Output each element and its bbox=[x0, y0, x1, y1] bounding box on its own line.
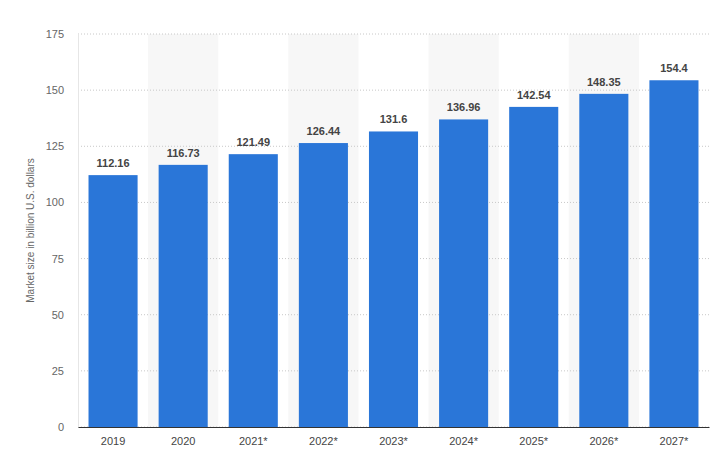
x-tick-label: 2027* bbox=[660, 435, 689, 447]
data-label: 116.73 bbox=[167, 147, 200, 159]
x-tick: 2022* bbox=[309, 427, 338, 447]
y-tick: 25 bbox=[52, 365, 78, 377]
x-tick: 2021* bbox=[239, 427, 268, 447]
x-axis-line bbox=[79, 427, 710, 428]
x-tick: 2025* bbox=[519, 427, 548, 447]
y-tick: 50 bbox=[52, 309, 78, 321]
x-tick: 2023* bbox=[379, 427, 408, 447]
column-band bbox=[569, 34, 639, 427]
x-tick: 2020 bbox=[171, 427, 195, 447]
y-tick: 100 bbox=[46, 196, 78, 208]
y-tick-label: 50 bbox=[52, 309, 64, 321]
plot: 0 25 50 75 100 125 150 175 2019 2020 2021* 2022* 202… bbox=[46, 28, 710, 447]
column-band bbox=[148, 34, 218, 427]
x-tick: 2027* bbox=[660, 427, 689, 447]
x-tick: 2024* bbox=[449, 427, 478, 447]
x-tick: 2026* bbox=[589, 427, 618, 447]
y-tick-label: 175 bbox=[46, 28, 64, 40]
data-label: 112.16 bbox=[97, 157, 130, 169]
y-tick-label: 75 bbox=[52, 253, 64, 265]
x-tick-label: 2024* bbox=[449, 435, 478, 447]
x-tick-label: 2023* bbox=[379, 435, 408, 447]
data-label: 136.96 bbox=[447, 101, 481, 113]
bar bbox=[229, 154, 278, 427]
bar bbox=[159, 165, 208, 427]
bar bbox=[369, 131, 418, 427]
y-axis: 0 25 50 75 100 125 150 175 bbox=[46, 28, 79, 433]
y-tick-label: 0 bbox=[58, 421, 64, 433]
y-tick-label: 25 bbox=[52, 365, 64, 377]
x-tick-label: 2026* bbox=[589, 435, 618, 447]
x-tick-label: 2021* bbox=[239, 435, 268, 447]
grid-line bbox=[78, 34, 709, 35]
data-label: 154.4 bbox=[660, 62, 688, 74]
bar bbox=[299, 143, 348, 427]
y-tick: 125 bbox=[46, 140, 78, 152]
column-bands bbox=[148, 34, 639, 427]
y-axis-title: Market size in billion U.S. dollars bbox=[25, 158, 36, 303]
y-tick: 0 bbox=[58, 421, 78, 433]
x-tick-label: 2019 bbox=[101, 435, 125, 447]
bar bbox=[649, 80, 698, 427]
y-tick: 75 bbox=[52, 253, 78, 265]
x-tick: 2019 bbox=[101, 427, 125, 447]
x-tick-label: 2020 bbox=[171, 435, 195, 447]
data-labels: 112.16 116.73 121.49 126.44 131.6 136.96 142.5… bbox=[97, 62, 689, 169]
x-tick-label: 2025* bbox=[519, 435, 548, 447]
bar bbox=[439, 119, 488, 427]
bar bbox=[89, 175, 138, 427]
data-label: 131.6 bbox=[380, 113, 408, 125]
data-label: 126.44 bbox=[307, 125, 342, 137]
x-axis: 2019 2020 2021* 2022* 2023* 2024* 2025* 2026* 20… bbox=[79, 427, 710, 447]
grid bbox=[78, 34, 709, 427]
data-label: 121.49 bbox=[236, 136, 270, 148]
x-tick-label: 2022* bbox=[309, 435, 338, 447]
data-label: 148.35 bbox=[587, 76, 621, 88]
column-band bbox=[288, 34, 358, 427]
grid-line bbox=[78, 90, 709, 91]
y-tick-label: 125 bbox=[46, 140, 64, 152]
column-band bbox=[429, 34, 499, 427]
bar bbox=[509, 107, 558, 427]
chart: 0 25 50 75 100 125 150 175 2019 2020 2021* 2022* 202… bbox=[0, 0, 716, 459]
y-axis-line bbox=[78, 35, 79, 428]
y-tick-label: 150 bbox=[46, 84, 64, 96]
y-tick: 150 bbox=[46, 84, 78, 96]
bars bbox=[89, 80, 699, 427]
bar bbox=[579, 94, 628, 427]
y-tick: 175 bbox=[46, 28, 78, 40]
data-label: 142.54 bbox=[517, 89, 552, 101]
y-tick-label: 100 bbox=[46, 196, 64, 208]
